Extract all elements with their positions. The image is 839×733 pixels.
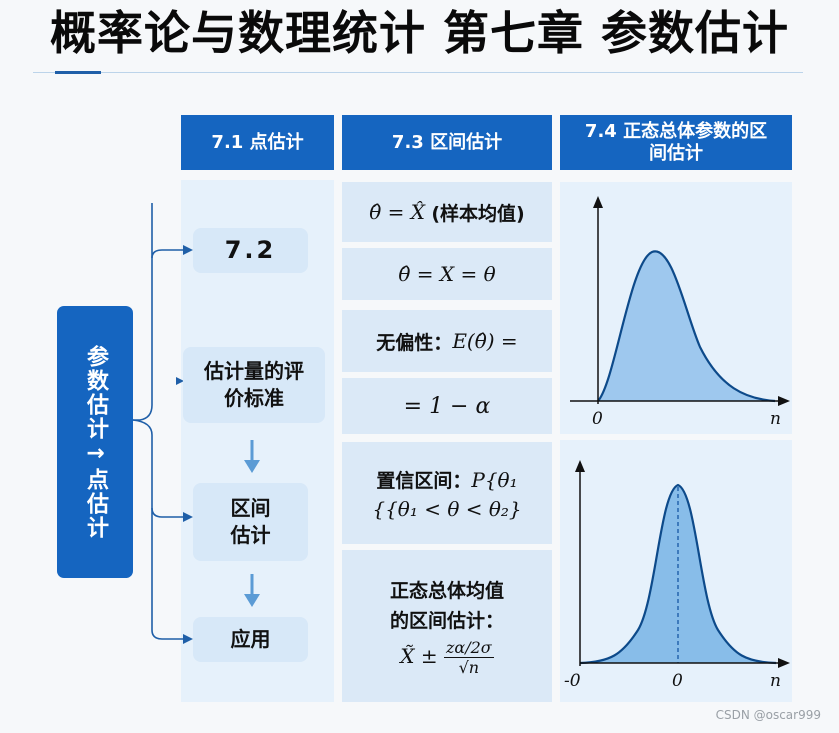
- formula-estimator-equals: θ̂ = X = θ: [342, 248, 552, 300]
- chart-normal-distribution: -0 0 n: [560, 440, 792, 702]
- flow-box-evaluation-criteria[interactable]: 估计量的评价标准: [183, 347, 325, 423]
- column-header-interval-estimation: 7.3 区间估计: [342, 115, 552, 170]
- y-axis-arrow-icon: [593, 196, 603, 208]
- svg-text:0: 0: [672, 671, 683, 691]
- x-axis-arrow-icon: [778, 658, 790, 668]
- title-divider-accent: [55, 71, 101, 74]
- title-divider: [33, 72, 803, 73]
- normal-density-plot: -0 0 n: [564, 460, 790, 691]
- formula-normal-mean-interval: 正态总体均值 的区间估计： X̃ ± zα/2σ √n: [342, 550, 552, 702]
- flow-box-interval-estimation[interactable]: 区间估计: [193, 483, 308, 561]
- page-title: 概率论与数理统计 第七章 参数估计: [50, 6, 790, 60]
- arrow-right-icon: [176, 377, 184, 385]
- formula-unbiasedness: 无偏性： E(θ̂) =: [342, 310, 552, 372]
- svg-text:0: 0: [592, 409, 603, 429]
- column-header-normal-interval: 7.4 正态总体参数的区间估计: [560, 115, 792, 170]
- parameter-estimation-box: 参数估计→点估计: [57, 306, 133, 578]
- formula-sample-mean: θ̂ = X̂ (样本均值): [342, 182, 552, 242]
- chart-skewed-distribution: 0 n: [560, 182, 792, 434]
- column-header-point-estimation: 7.1 点估计: [181, 115, 334, 170]
- arrow-right-icon: [183, 634, 193, 644]
- watermark: CSDN @oscar999: [715, 708, 821, 722]
- arrow-right-icon: [183, 512, 193, 522]
- formula-confidence-level: = 1 − α: [342, 378, 552, 434]
- skewed-density-plot: 0 n: [570, 196, 790, 429]
- arrow-down-icon: [244, 460, 260, 473]
- svg-text:-0: -0: [564, 671, 581, 691]
- arrow-right-icon: [183, 245, 193, 255]
- svg-text:n: n: [770, 409, 781, 429]
- svg-text:n: n: [770, 671, 781, 691]
- flow-box-application[interactable]: 应用: [193, 617, 308, 662]
- arrow-down-icon: [244, 594, 260, 607]
- fraction: zα/2σ √n: [443, 637, 494, 677]
- y-axis-arrow-icon: [575, 460, 585, 472]
- formula-confidence-interval: 置信区间：P{θ₁ {{θ₁ < θ < θ₂}: [342, 442, 552, 544]
- flow-box-7-2[interactable]: 7.2: [193, 228, 308, 273]
- x-axis-arrow-icon: [778, 396, 790, 406]
